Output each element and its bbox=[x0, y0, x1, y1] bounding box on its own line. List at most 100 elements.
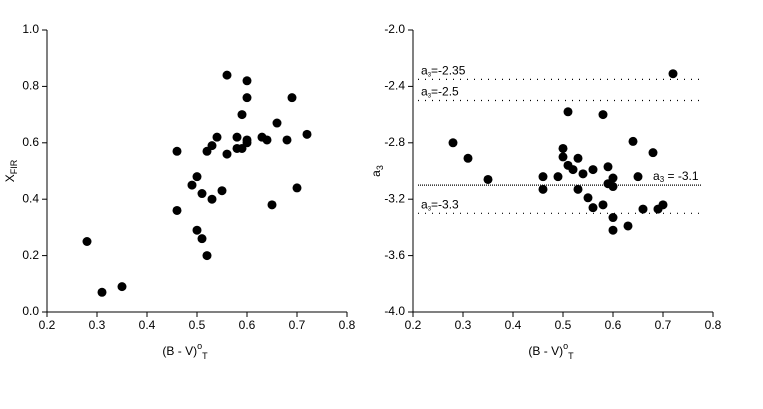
point bbox=[573, 153, 583, 163]
point bbox=[207, 141, 217, 151]
point bbox=[192, 225, 202, 235]
point bbox=[82, 237, 92, 246]
point bbox=[538, 184, 548, 194]
x-axis-label: (B - V)oT bbox=[162, 341, 208, 361]
point bbox=[207, 194, 217, 204]
reference-label: a3=-2.5 bbox=[421, 85, 459, 99]
y-tick-label: 0.8 bbox=[22, 79, 39, 93]
point bbox=[192, 172, 202, 182]
y-tick-label: -2.4 bbox=[384, 79, 405, 93]
x-tick-label: 0.4 bbox=[505, 318, 522, 332]
reference-label-name: a bbox=[421, 197, 428, 211]
reference-label-text: =-2.5 bbox=[431, 85, 459, 99]
point bbox=[603, 162, 613, 172]
reference-label: a3=-3.3 bbox=[421, 197, 459, 211]
point bbox=[568, 165, 578, 175]
point bbox=[598, 110, 608, 120]
x-tick-label: 0.8 bbox=[705, 318, 722, 332]
reference-label-sub: 3 bbox=[660, 175, 665, 184]
point bbox=[623, 221, 633, 231]
point bbox=[282, 135, 292, 145]
x-tick-label: 0.3 bbox=[89, 318, 106, 332]
point bbox=[217, 186, 227, 196]
reference-label-text: =-3.3 bbox=[431, 197, 459, 211]
point bbox=[608, 173, 618, 183]
y-tick-label: -3.2 bbox=[384, 191, 405, 205]
x-tick-label: 0.7 bbox=[655, 318, 672, 332]
point bbox=[232, 132, 242, 142]
x-label-main: (B - V) bbox=[528, 344, 563, 358]
y-tick-label: -2.0 bbox=[384, 22, 405, 36]
point bbox=[187, 180, 197, 190]
point bbox=[608, 225, 618, 235]
point bbox=[242, 93, 252, 103]
reference-label-text: =-2.35 bbox=[431, 64, 466, 78]
reference-label-text: = -3.1 bbox=[664, 169, 699, 183]
point bbox=[538, 172, 548, 182]
point bbox=[292, 183, 302, 193]
y-axis-label: a3 bbox=[369, 165, 385, 177]
point bbox=[272, 118, 282, 128]
x-tick-label: 0.6 bbox=[605, 318, 622, 332]
y-axis-label: XFIR bbox=[3, 159, 19, 182]
panel: -4.0 -3.6 -3.2 -2.8 -2.4 -2.0 0.2 0.3 0.4 0.5 0.6 0… bbox=[369, 22, 721, 361]
y-tick-label: 0.6 bbox=[22, 135, 39, 149]
point bbox=[212, 132, 222, 142]
point bbox=[588, 203, 598, 213]
x-tick-label: 0.4 bbox=[139, 318, 156, 332]
x-axis-label: (B - V)oT bbox=[528, 341, 574, 361]
point bbox=[668, 69, 678, 79]
point bbox=[648, 148, 658, 158]
point bbox=[172, 146, 182, 156]
x-label-sub: T bbox=[568, 351, 574, 361]
point bbox=[598, 200, 608, 210]
point bbox=[117, 282, 127, 292]
x-tick-label: 0.2 bbox=[39, 318, 56, 332]
point bbox=[553, 172, 563, 182]
y-tick-label: 0.2 bbox=[22, 248, 39, 262]
reference-label-sub: 3 bbox=[428, 72, 432, 78]
reference-label: a3 = -3.1 bbox=[653, 169, 699, 184]
point bbox=[242, 138, 252, 148]
point bbox=[633, 172, 643, 182]
point bbox=[658, 200, 668, 210]
point bbox=[483, 174, 493, 184]
y-tick-label: 0.4 bbox=[22, 191, 39, 205]
point bbox=[197, 234, 207, 244]
point bbox=[558, 143, 568, 153]
point bbox=[267, 200, 277, 210]
x-tick-label: 0.3 bbox=[455, 318, 472, 332]
y-label-sub: 3 bbox=[375, 165, 385, 170]
reference-label-name: a bbox=[653, 169, 660, 183]
point bbox=[448, 138, 458, 148]
point bbox=[197, 189, 207, 199]
point bbox=[302, 129, 312, 139]
point bbox=[463, 153, 473, 163]
y-tick-label: -4.0 bbox=[384, 304, 405, 318]
point bbox=[558, 152, 568, 162]
point bbox=[583, 193, 593, 203]
reference-label-sub: 3 bbox=[428, 206, 432, 212]
y-label-sub: FIR bbox=[9, 159, 19, 174]
point bbox=[97, 287, 107, 297]
x-tick-label: 0.8 bbox=[339, 318, 356, 332]
point bbox=[563, 107, 573, 117]
reference-label-sub: 3 bbox=[428, 93, 432, 99]
point bbox=[172, 205, 182, 215]
point bbox=[638, 204, 648, 214]
point bbox=[242, 76, 252, 86]
point bbox=[262, 135, 272, 145]
point bbox=[237, 110, 247, 120]
y-tick-label: 0.0 bbox=[22, 304, 39, 318]
x-tick-label: 0.6 bbox=[239, 318, 256, 332]
panel: 0.00.20.40.60.81.00.2 0.3 0.4 0.5 0.6 0.7 0.8(… bbox=[3, 22, 355, 361]
point bbox=[608, 182, 618, 192]
point bbox=[222, 70, 232, 80]
y-tick-label: -3.6 bbox=[384, 248, 405, 262]
point bbox=[578, 169, 588, 179]
reference-label-name: a bbox=[421, 64, 428, 78]
x-label-sub: T bbox=[202, 351, 208, 361]
point bbox=[573, 184, 583, 194]
x-tick-label: 0.7 bbox=[289, 318, 306, 332]
